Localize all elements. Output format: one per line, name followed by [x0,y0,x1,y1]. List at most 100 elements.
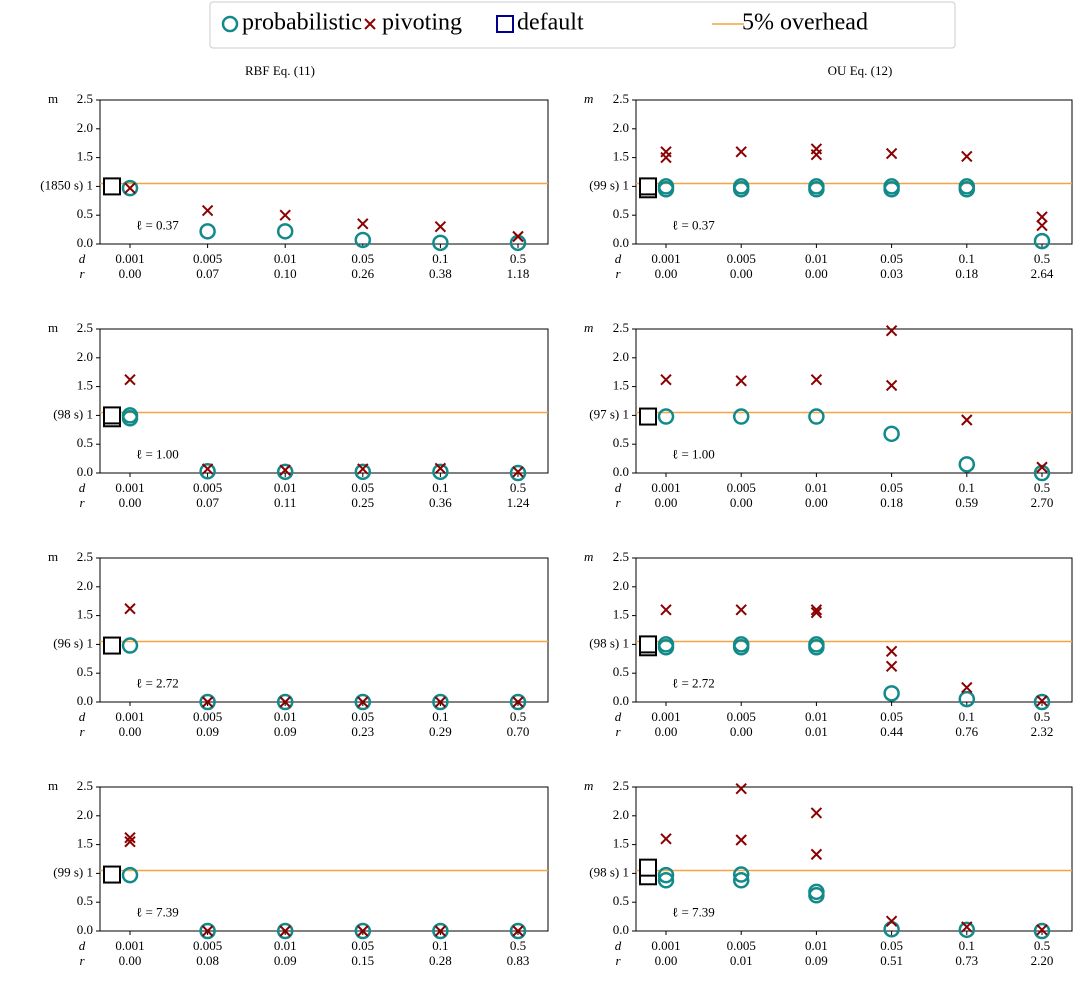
pivoting-point [660,146,672,158]
r-value-label: 0.28 [429,953,452,968]
annotation: ℓ = 7.39 [136,905,179,920]
x-tick-label: 0.5 [510,480,526,495]
y-tick-label: 2.5 [613,91,629,106]
x-tick-label: 0.5 [510,709,526,724]
r-value-label: 0.15 [351,953,374,968]
r-value-label: 0.44 [880,724,903,739]
x-tick-label: 0.005 [193,938,222,953]
pivoting-point [885,915,898,927]
r-value-label: 0.00 [119,724,142,739]
y-axis-label: m [48,320,58,335]
y-axis-label: m [584,320,593,335]
x-tick-label: 0.001 [651,709,680,724]
pivoting-point [124,831,136,844]
pivoting-point [1036,211,1048,223]
probabilistic-point [808,178,825,195]
r-value-label: 0.00 [119,266,142,281]
r-value-label: 0.51 [880,953,903,968]
x-tick-label: 0.001 [651,480,680,495]
probabilistic-point [432,463,449,481]
x-tick-label: 0.05 [351,709,374,724]
x-tick-label: 0.005 [193,480,222,495]
probabilistic-point [199,463,216,480]
y-tick-label: (96 s) 1 [53,635,93,650]
legend-marker [496,15,514,33]
probabilistic-point [657,872,675,889]
y-tick-label: 2.5 [613,549,629,564]
y-tick-label: 0.5 [613,893,629,908]
probabilistic-point [958,690,976,708]
pivoting-point [885,660,898,672]
x-tick-label: 0.01 [274,480,297,495]
default-point [103,406,121,425]
legend-marker [221,15,239,33]
x-axis-label: d [79,480,86,495]
r-value-label: 0.09 [274,953,297,968]
y-tick-label: 0.0 [77,693,93,708]
r-value-label: 0.09 [274,724,297,739]
probabilistic-point [883,178,900,195]
r-value-label: 0.23 [351,724,374,739]
axes [99,99,549,245]
y-tick-label: 0.0 [613,235,629,250]
x-tick-label: 0.5 [510,251,526,266]
pivoting-point [810,373,823,386]
pivoting-point [357,925,369,937]
x-tick-label: 0.5 [1034,709,1050,724]
y-axis-label: m [584,549,593,564]
r-value-label: 0.08 [196,953,219,968]
x-tick-label: 0.1 [959,709,975,724]
pivoting-point [124,373,136,386]
y-tick-label: (99 s) 1 [53,864,93,879]
annotation: ℓ = 2.72 [672,676,715,691]
y-tick-label: (98 s) 1 [53,406,93,421]
r-value-label: 0.38 [429,266,452,281]
annotation: ℓ = 0.37 [672,218,715,233]
probabilistic-point [432,922,449,940]
y-tick-label: 1.5 [613,378,629,393]
legend-marker [364,18,376,30]
x-tick-label: 0.1 [959,938,975,953]
y-tick-label: 1.5 [613,149,629,164]
r-axis-label: r [79,495,85,510]
pivoting-point [434,221,447,233]
probabilistic-point [509,922,527,940]
y-tick-label: (98 s) 1 [589,635,629,650]
y-axis-label: m [48,91,58,106]
pivoting-point [434,925,447,937]
probabilistic-point [732,636,750,653]
annotation: ℓ = 1.00 [136,447,179,462]
r-axis-label: r [615,724,621,739]
pivoting-point [885,645,898,658]
x-tick-label: 0.001 [115,480,144,495]
x-tick-label: 0.5 [1034,480,1050,495]
x-tick-label: 0.005 [727,251,756,266]
pivoting-point [279,209,291,221]
probabilistic-point [1033,922,1051,940]
y-tick-label: 1.5 [77,836,93,851]
probabilistic-point [958,178,976,195]
x-tick-label: 0.1 [959,251,975,266]
y-tick-label: 0.0 [77,464,93,479]
pivoting-point [357,218,369,230]
y-tick-label: 0.5 [613,206,629,221]
axes [635,786,1073,932]
pivoting-point [810,807,823,819]
pivoting-point [1036,219,1048,232]
x-tick-label: 0.05 [351,938,374,953]
pivoting-point [201,463,214,475]
probabilistic-point [121,179,139,197]
y-tick-label: 2.0 [613,349,629,364]
probabilistic-point [883,685,900,702]
default-point [639,858,657,877]
x-tick-label: 0.5 [1034,251,1050,266]
r-value-label: 1.18 [507,266,530,281]
pivoting-point [961,150,973,163]
y-tick-label: 1.5 [77,149,93,164]
probabilistic-point [808,636,825,653]
pivoting-point [810,604,823,616]
y-tick-label: (97 s) 1 [589,406,629,421]
pivoting-point [810,607,823,619]
y-tick-label: 2.0 [77,349,93,364]
